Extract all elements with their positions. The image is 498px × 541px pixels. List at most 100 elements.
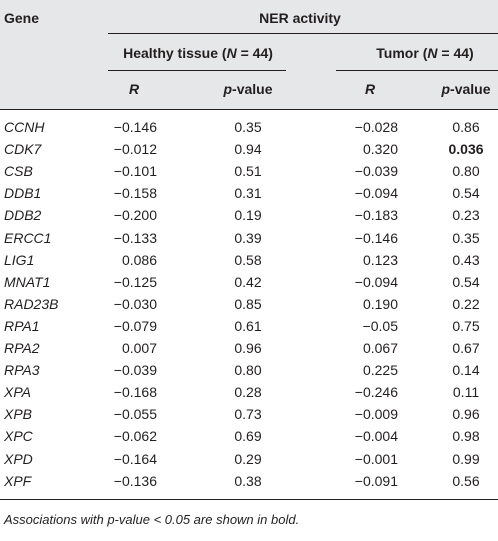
healthy-tissue-header: Healthy tissue (N = 44) — [123, 45, 273, 61]
table-row: ERCC1 −0.133 0.39 −0.146 0.35 — [0, 227, 498, 249]
table-row: RPA1 −0.079 0.61 −0.05 0.75 — [0, 315, 498, 337]
table-row: RPA2 0.007 0.96 0.067 0.67 — [0, 337, 498, 359]
table-row: XPF −0.136 0.38 −0.091 0.56 — [0, 470, 498, 492]
table-row: XPA −0.168 0.28 −0.246 0.11 — [0, 381, 498, 403]
gene-cell: RPA3 — [4, 362, 40, 379]
healthy-p-value-cell: 0.28 — [234, 384, 262, 401]
healthy-p-value-cell: 0.29 — [234, 450, 262, 467]
table-row: MNAT1 −0.125 0.42 −0.094 0.54 — [0, 271, 498, 293]
healthy-p-value-cell: 0.94 — [234, 141, 262, 158]
healthy-p-var: p — [223, 81, 233, 97]
healthy-p-value-cell: 0.51 — [234, 163, 262, 180]
gene-cell: XPF — [4, 472, 32, 489]
tumor-prefix: Tumor ( — [376, 45, 428, 61]
table-row: XPB −0.055 0.73 −0.009 0.96 — [0, 403, 498, 425]
tumor-r-cell: −0.183 — [354, 207, 398, 224]
tumor-r-cell: 0.190 — [362, 295, 398, 312]
tumor-p-value-cell: 0.56 — [452, 472, 480, 489]
table-row: RAD23B −0.030 0.85 0.190 0.22 — [0, 293, 498, 315]
healthy-prefix: Healthy tissue ( — [123, 45, 227, 61]
tumor-r-cell: −0.039 — [354, 163, 398, 180]
gene-cell: CSB — [4, 163, 33, 180]
tumor-r-cell: −0.05 — [362, 317, 398, 334]
table-row: XPD −0.164 0.29 −0.001 0.99 — [0, 448, 498, 470]
tumor-r-cell: −0.091 — [354, 472, 398, 489]
tumor-p-value-header: p-value — [441, 81, 490, 97]
healthy-p-value-cell: 0.96 — [234, 340, 262, 356]
tumor-p-value-cell: 0.43 — [452, 251, 480, 268]
healthy-suffix: = 44) — [236, 45, 273, 61]
tumor-n-var: N — [427, 45, 438, 61]
tumor-header: Tumor (N = 44) — [376, 45, 473, 61]
tumor-p-value-cell: 0.99 — [452, 450, 480, 467]
table-row: DDB1 −0.158 0.31 −0.094 0.54 — [0, 182, 498, 204]
tumor-p-value-cell: 0.54 — [452, 273, 480, 290]
tumor-p-value-cell: 0.14 — [452, 362, 480, 379]
tumor-p-value-cell: 0.86 — [452, 119, 480, 135]
gene-cell: DDB2 — [4, 207, 42, 224]
tumor-p-value-cell: 0.96 — [452, 406, 480, 423]
tumor-p-suffix: -value — [450, 81, 491, 97]
table-row: DDB2 −0.200 0.19 −0.183 0.23 — [0, 204, 498, 226]
gene-cell: XPB — [4, 406, 33, 423]
table-row: CSB −0.101 0.51 −0.039 0.80 — [0, 160, 498, 182]
group-header-rule — [108, 33, 498, 34]
tumor-p-value-cell: 0.036 — [448, 141, 484, 158]
tumor-r-cell: −0.009 — [354, 406, 398, 423]
tumor-p-value-cell: 0.98 — [452, 428, 480, 445]
tumor-r-cell: −0.001 — [354, 450, 398, 467]
tumor-r-cell: −0.004 — [354, 428, 398, 445]
healthy-p-value-cell: 0.85 — [234, 295, 262, 312]
gene-cell: MNAT1 — [4, 273, 51, 290]
gene-column-header: Gene — [4, 10, 40, 26]
tumor-r-cell: −0.028 — [354, 119, 398, 135]
tumor-r-cell: 0.067 — [362, 340, 398, 356]
tumor-r-cell: −0.094 — [354, 273, 398, 290]
healthy-p-value-cell: 0.42 — [234, 273, 262, 290]
healthy-r-cell: −0.101 — [113, 163, 157, 180]
healthy-p-value-cell: 0.80 — [234, 362, 262, 379]
tumor-r-cell: 0.225 — [362, 362, 398, 379]
healthy-p-value-cell: 0.61 — [234, 317, 262, 334]
tumor-r-cell: −0.146 — [354, 229, 398, 246]
gene-cell: LIG1 — [4, 251, 35, 268]
gene-cell: XPA — [4, 384, 31, 401]
healthy-r-cell: −0.030 — [113, 295, 157, 312]
tumor-p-value-cell: 0.11 — [452, 384, 480, 401]
healthy-r-cell: −0.062 — [113, 428, 157, 445]
healthy-r-cell: −0.125 — [113, 273, 157, 290]
table-row: CDK7 −0.012 0.94 0.320 0.036 — [0, 138, 498, 160]
table-footnote: Associations with p-value < 0.05 are sho… — [4, 512, 300, 527]
table-row: RPA3 −0.039 0.80 0.225 0.14 — [0, 359, 498, 381]
healthy-p-value-cell: 0.38 — [234, 472, 262, 489]
tumor-r-cell: 0.320 — [362, 141, 398, 158]
gene-cell: CDK7 — [4, 141, 42, 158]
healthy-p-value-cell: 0.35 — [234, 119, 262, 135]
healthy-p-value-cell: 0.58 — [234, 251, 262, 268]
tumor-p-value-cell: 0.22 — [452, 295, 480, 312]
gene-cell: ERCC1 — [4, 229, 52, 246]
table-bottom-rule — [0, 499, 498, 500]
healthy-r-cell: −0.146 — [113, 119, 157, 135]
gene-cell: DDB1 — [4, 185, 42, 202]
healthy-r-cell: −0.164 — [113, 450, 157, 467]
tumor-p-value-cell: 0.75 — [452, 317, 480, 334]
tumor-suffix: = 44) — [437, 45, 474, 61]
gene-cell: XPD — [4, 450, 33, 467]
tumor-p-value-cell: 0.67 — [452, 340, 480, 356]
healthy-r-cell: −0.055 — [113, 406, 157, 423]
healthy-p-value-cell: 0.31 — [234, 185, 262, 202]
healthy-r-cell: 0.007 — [121, 340, 157, 356]
healthy-r-cell: −0.168 — [113, 384, 157, 401]
healthy-r-header: R — [128, 81, 140, 97]
healthy-p-value-header: p-value — [223, 81, 272, 97]
gene-cell: CCNH — [4, 119, 45, 135]
gene-cell: RPA1 — [4, 317, 40, 334]
healthy-r-cell: 0.086 — [121, 251, 157, 268]
tumor-r-cell: −0.094 — [354, 185, 398, 202]
tumor-p-var: p — [441, 81, 451, 97]
healthy-r-cell: −0.158 — [113, 185, 157, 202]
healthy-p-suffix: -value — [232, 81, 273, 97]
healthy-r-cell: −0.136 — [113, 472, 157, 489]
